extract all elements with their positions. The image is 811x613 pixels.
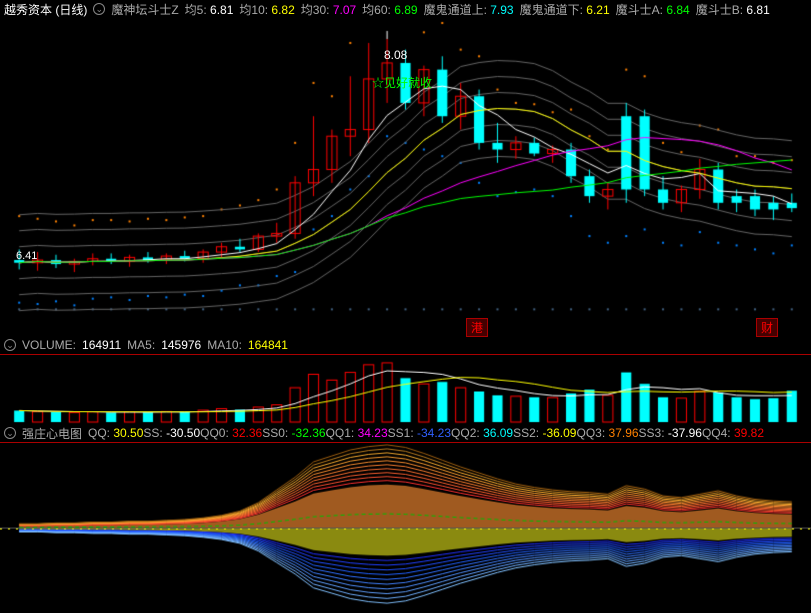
osc-item: SS2: -36.09 <box>513 426 576 440</box>
fighter-a-label: 魔斗士A: 6.84 <box>616 1 690 18</box>
marker-gang: 港 <box>466 318 488 337</box>
osc-item: SS: -30.50 <box>143 426 200 440</box>
osc-item: QQ3: 37.96 <box>576 426 638 440</box>
main-header: 越秀资本 (日线) ⌄ 魔神坛斗士Z 均5: 6.81 均10: 6.82 均3… <box>0 0 811 18</box>
annotation-text: ☆见好就收 <box>372 74 432 91</box>
osc-item: SS3: -37.96 <box>639 426 702 440</box>
price-chart[interactable] <box>0 18 811 336</box>
osc-item: QQ1: 34.23 <box>326 426 388 440</box>
oscillator-chart[interactable] <box>0 442 811 613</box>
indicator-name: 魔神坛斗士Z <box>111 1 178 18</box>
osc-name: 强庄心电图 <box>22 425 82 442</box>
ma30-label: 均30: 7.07 <box>301 1 356 18</box>
indicator-toggle[interactable]: ⌄ <box>93 3 105 15</box>
osc-item: QQ0: 32.36 <box>200 426 262 440</box>
marker-cai: 财 <box>756 318 778 337</box>
osc-item: SS0: -32.36 <box>262 426 325 440</box>
osc-item: QQ4: 39.82 <box>702 426 764 440</box>
low-price-label: 6.41 <box>16 250 37 262</box>
channel-dn-label: 魔鬼通道下: 6.21 <box>520 1 610 18</box>
stock-title: 越秀资本 (日线) <box>4 1 87 18</box>
ma60-label: 均60: 6.89 <box>362 1 417 18</box>
volume-chart[interactable] <box>0 354 811 424</box>
ma10-label: 均10: 6.82 <box>239 1 294 18</box>
osc-item: QQ2: 36.09 <box>451 426 513 440</box>
osc-toggle[interactable]: ⌄ <box>4 427 16 439</box>
volume-toggle[interactable]: ⌄ <box>4 339 16 351</box>
volume-header: ⌄ VOLUME: 164911 MA5: 145976 MA10: 16484… <box>0 336 292 354</box>
osc-item: SS1: -34.23 <box>388 426 451 440</box>
ma5-label: 均5: 6.81 <box>185 1 234 18</box>
oscillator-header: ⌄ 强庄心电图 QQ: 30.50 SS: -30.50 QQ0: 32.36 … <box>0 424 768 442</box>
fighter-b-label: 魔斗士B: 6.81 <box>696 1 770 18</box>
channel-up-label: 魔鬼通道上: 7.93 <box>424 1 514 18</box>
osc-item: QQ: 30.50 <box>88 426 143 440</box>
high-price-label: 8.08 <box>384 48 407 62</box>
